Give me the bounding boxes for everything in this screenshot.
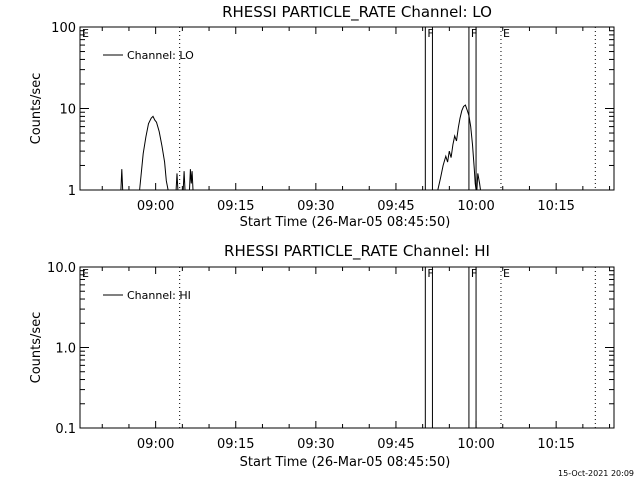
x-tick-label: 10:00 — [457, 437, 494, 452]
y-tick-label: 0.1 — [55, 422, 76, 437]
x-tick-label: 10:00 — [457, 199, 494, 214]
y-tick-label: 1.0 — [55, 342, 76, 357]
series-line — [437, 104, 477, 191]
y-tick-label: 1 — [68, 184, 76, 199]
x-tick-label: 10:15 — [537, 437, 574, 452]
y-tick-label: 10.0 — [47, 261, 76, 276]
series-line — [189, 169, 194, 191]
x-tick-label: 09:30 — [297, 199, 334, 214]
x-axis-label: Start Time (26-Mar-05 08:45:50) — [240, 215, 451, 230]
legend-label: Channel: HI — [127, 289, 191, 302]
y-tick-label: 100 — [51, 21, 76, 36]
series-line — [139, 115, 169, 191]
legend-label: Channel: LO — [127, 49, 194, 62]
series-line — [476, 173, 481, 191]
event-marker-label: E — [503, 267, 510, 280]
chart-title: RHESSI PARTICLE_RATE Channel: HI — [224, 242, 490, 261]
y-tick-label: 10 — [59, 103, 76, 118]
y-axis-label: Counts/sec — [29, 312, 44, 384]
chart-title: RHESSI PARTICLE_RATE Channel: LO — [222, 3, 492, 22]
x-tick-label: 09:00 — [137, 199, 174, 214]
event-marker-label: E — [82, 27, 89, 40]
series-line — [175, 173, 179, 191]
x-tick-label: 09:00 — [137, 437, 174, 452]
y-axis-label: Counts/sec — [29, 73, 44, 145]
series-line — [182, 171, 186, 191]
event-marker-label: F — [427, 27, 433, 40]
x-tick-label: 09:45 — [377, 199, 414, 214]
event-marker-label: E — [82, 267, 89, 280]
x-tick-label: 09:30 — [297, 437, 334, 452]
chart-panel-2: RHESSI PARTICLE_RATE Channel: HI 09:00 09:… — [29, 242, 615, 470]
event-marker-label: F — [427, 267, 433, 280]
series-line — [120, 169, 124, 191]
x-axis-label: Start Time (26-Mar-05 08:45:50) — [240, 455, 451, 470]
x-tick-label: 09:15 — [217, 199, 254, 214]
footer-timestamp: 15-Oct-2021 20:09 — [558, 469, 634, 478]
event-marker-label: F — [471, 27, 477, 40]
chart-panel-1: RHESSI PARTICLE_RATE Channel: LO 09:00 09:… — [29, 3, 615, 230]
x-tick-label: 09:15 — [217, 437, 254, 452]
event-marker-label: F — [471, 267, 477, 280]
x-tick-label: 09:45 — [377, 437, 414, 452]
event-marker-label: E — [503, 27, 510, 40]
x-tick-label: 10:15 — [537, 199, 574, 214]
